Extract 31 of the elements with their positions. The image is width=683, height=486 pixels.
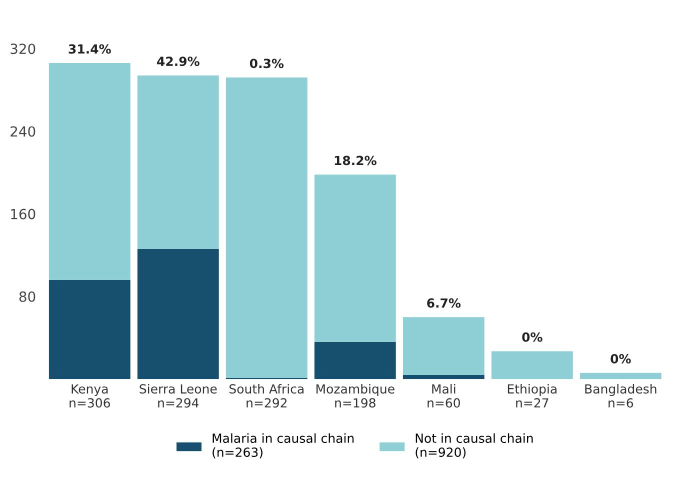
- x-tick-label: Kenya n=306: [70, 384, 110, 408]
- annotation: 0%: [610, 354, 631, 364]
- bar: [137, 75, 219, 249]
- bar: [226, 78, 308, 378]
- x-tick-label: South Africa n=292: [230, 384, 304, 408]
- x-tick-label: Mozambique n=198: [316, 384, 394, 408]
- bar: [314, 174, 396, 342]
- bar: [402, 374, 484, 380]
- annotation: 42.9%: [157, 56, 200, 66]
- y-tick-label: 240: [10, 126, 36, 137]
- x-tick-label: Bangladesh n=6: [585, 384, 656, 408]
- annotation: 0.3%: [250, 58, 284, 68]
- annotation: 6.7%: [427, 298, 461, 308]
- bar: [491, 351, 573, 380]
- y-tick-label: 160: [11, 208, 36, 220]
- y-tick-label: 320: [10, 44, 36, 54]
- bar: [48, 63, 130, 280]
- bar: [314, 342, 396, 380]
- bar: [402, 317, 484, 375]
- bar: [48, 280, 130, 380]
- annotation: 31.4%: [68, 44, 111, 54]
- bar: [580, 372, 662, 380]
- x-tick-label: Mali n=60: [428, 384, 460, 408]
- legend-label: Not in causal chain (n=920): [416, 433, 533, 458]
- bar: [137, 248, 219, 380]
- annotation: 18.2%: [334, 156, 376, 166]
- annotation: 0%: [522, 332, 542, 342]
- legend-label: Malaria in causal chain (n=263): [212, 433, 354, 458]
- x-tick-label: Sierra Leone n=294: [140, 384, 217, 408]
- x-tick-label: Ethiopia n=27: [508, 384, 556, 408]
- y-tick-label: 80: [19, 291, 36, 302]
